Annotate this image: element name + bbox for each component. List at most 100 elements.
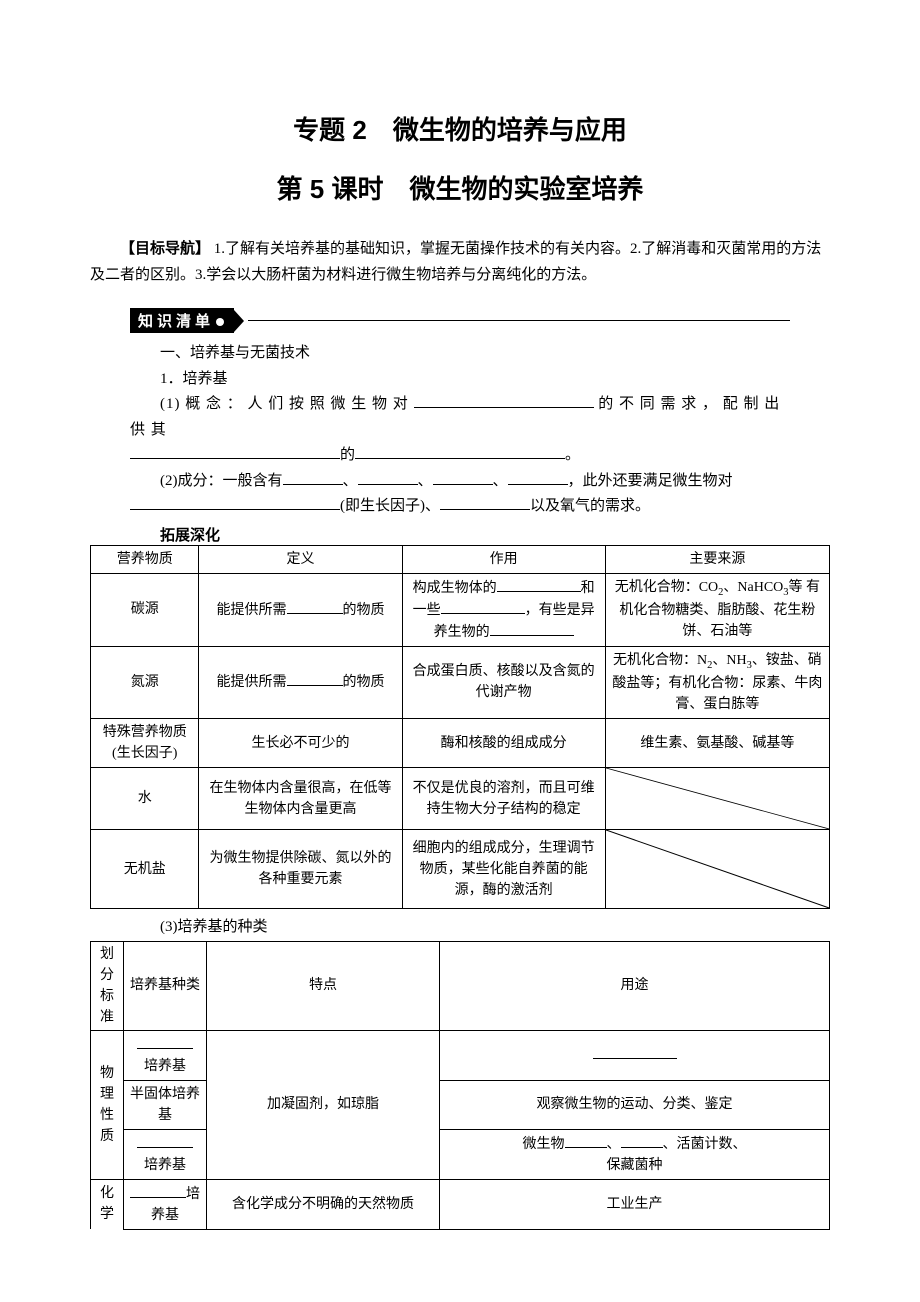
text: 、活菌计数、 (663, 1137, 747, 1152)
diagonal-line-icon (606, 768, 829, 829)
blank (414, 392, 594, 408)
section-tag-text: 知识清单 (138, 313, 214, 330)
th: 营养物质 (91, 545, 199, 573)
cell: 无机盐 (91, 830, 199, 909)
cell: 特殊营养物质(生长因子) (91, 719, 199, 768)
table-row: 特殊营养物质(生长因子) 生长必不可少的 酶和核酸的组成成分 维生素、氨基酸、碱… (91, 719, 830, 768)
blank (287, 599, 343, 614)
th: 培养基种类 (124, 941, 207, 1030)
concept-paragraph-2: 的。 (130, 443, 790, 469)
text: 、 (493, 473, 508, 489)
cell: 含化学成分不明确的天然物质 (207, 1179, 440, 1229)
subheading-3: (3)培养基的种类 (130, 915, 790, 941)
blank (490, 621, 574, 636)
group-cell: 物理性质 (91, 1030, 124, 1179)
blank (137, 1034, 193, 1049)
blank (565, 1133, 607, 1148)
th: 划分标准 (91, 941, 124, 1030)
diagonal-line-icon (606, 830, 829, 908)
diagonal-cell (605, 830, 829, 909)
topic-title: 专题 2 微生物的培养与应用 (90, 110, 830, 147)
table-header-row: 划分标准 培养基种类 特点 用途 (91, 941, 830, 1030)
concept-paragraph: (1) 概 念 ： 人 们 按 照 微 生 物 对 的 不 同 需 求 ， 配 … (130, 392, 790, 443)
blank (130, 1183, 186, 1198)
text: 微生物 (523, 1137, 565, 1152)
content-inner: 知识清单 一、培养基与无菌技术 1．培养基 (1) 概 念 ： 人 们 按 照 … (90, 308, 830, 545)
cell: 加凝固剂，如琼脂 (207, 1030, 440, 1179)
cell: 酶和核酸的组成成分 (402, 719, 605, 768)
cell: 氮源 (91, 646, 199, 719)
medium-types-table: 划分标准 培养基种类 特点 用途 物理性质 培养基 加凝固剂，如琼脂 半固体培养… (90, 941, 830, 1230)
text: (2)成分：一般含有 (160, 473, 283, 489)
cell: 能提供所需的物质 (199, 646, 402, 719)
heading-1: 一、培养基与无菌技术 (130, 341, 790, 367)
cell: 水 (91, 768, 199, 830)
cell: 无机化合物：N2、NH3、铵盐、硝酸盐等；有机化合物：尿素、牛肉膏、蛋白胨等 (605, 646, 829, 719)
cell: 不仅是优良的溶剂，而且可维持生物大分子结构的稳定 (402, 768, 605, 830)
cell: 培养基 (124, 1030, 207, 1080)
cell: 培养基 (124, 1129, 207, 1179)
table-row: 氮源 能提供所需的物质 合成蛋白质、核酸以及含氮的代谢产物 无机化合物：N2、N… (91, 646, 830, 719)
blank (137, 1133, 193, 1148)
th: 定义 (199, 545, 402, 573)
cell: 碳源 (91, 573, 199, 646)
composition-paragraph: (2)成分：一般含有、、、，此外还要满足微生物对 (130, 469, 790, 495)
blank (433, 469, 493, 485)
cell: 在生物体内含量很高，在低等生物体内含量更高 (199, 768, 402, 830)
text: 培养基 (144, 1158, 186, 1173)
cell: 构成生物体的和一些，有些是异养生物的 (402, 573, 605, 646)
goal-paragraph: 【目标导航】 1.了解有关培养基的基础知识，掌握无菌操作技术的有关内容。2.了解… (90, 236, 830, 288)
page: 专题 2 微生物的培养与应用 第 5 课时 微生物的实验室培养 【目标导航】 1… (0, 0, 920, 1302)
th: 特点 (207, 941, 440, 1030)
cell: 维生素、氨基酸、碱基等 (605, 719, 829, 768)
text: 培养基 (144, 1059, 186, 1074)
blank (130, 494, 340, 510)
cell: 生长必不可少的 (199, 719, 402, 768)
text: 、 (343, 473, 358, 489)
blank (358, 469, 418, 485)
blank (593, 1044, 677, 1059)
cell (440, 1030, 830, 1080)
table-row: 培养基 微生物、、活菌计数、保藏菌种 (91, 1129, 830, 1179)
blank (497, 577, 581, 592)
table-row: 无机盐 为微生物提供除碳、氮以外的各种重要元素 细胞内的组成成分，生理调节物质，… (91, 830, 830, 909)
text: (1) 概 念 ： 人 们 按 照 微 生 物 对 (160, 396, 414, 412)
text: 。 (565, 447, 580, 463)
blank (440, 494, 530, 510)
cell: 半固体培养基 (124, 1080, 207, 1129)
lesson-title: 第 5 课时 微生物的实验室培养 (90, 169, 830, 206)
table-row: 水 在生物体内含量很高，在低等生物体内含量更高 不仅是优良的溶剂，而且可维持生物… (91, 768, 830, 830)
cell: 合成蛋白质、核酸以及含氮的代谢产物 (402, 646, 605, 719)
cell: 无机化合物：CO2、NaHCO3等 有机化合物糖类、脂肪酸、花生粉饼、石油等 (605, 573, 829, 646)
blank (287, 671, 343, 686)
tag-line (248, 320, 790, 321)
table-row: 碳源 能提供所需 的物质 构成生物体的和一些，有些是异养生物的 无机化合物：CO2… (91, 573, 830, 646)
th: 作用 (402, 545, 605, 573)
table-header-row: 营养物质 定义 作用 主要来源 (91, 545, 830, 573)
text: 能提供所需 (217, 603, 287, 618)
text: (即生长因子)、 (340, 498, 440, 514)
text: 的 (340, 447, 355, 463)
composition-paragraph-2: (即生长因子)、以及氧气的需求。 (130, 494, 790, 520)
table-row: 半固体培养基 观察微生物的运动、分类、鉴定 (91, 1080, 830, 1129)
cell: 观察微生物的运动、分类、鉴定 (440, 1080, 830, 1129)
th: 用途 (440, 941, 830, 1030)
blank (283, 469, 343, 485)
cell: 细胞内的组成成分，生理调节物质，某些化能自养菌的能源，酶的激活剂 (402, 830, 605, 909)
subheading-1-1: 1．培养基 (130, 367, 790, 393)
text: 的物质 (343, 603, 385, 618)
section-tag-row: 知识清单 (130, 308, 790, 333)
diagonal-cell (605, 768, 829, 830)
cell: 为微生物提供除碳、氮以外的各种重要元素 (199, 830, 402, 909)
nutrients-table: 营养物质 定义 作用 主要来源 碳源 能提供所需 的物质 构成生物体的和一些，有些… (90, 545, 830, 910)
blank (355, 443, 565, 459)
cell: 培养基 (124, 1179, 207, 1229)
text: 、 (607, 1137, 621, 1152)
extension-heading: 拓展深化 (130, 524, 790, 545)
group-cell: 化学 (91, 1179, 124, 1229)
cell: 能提供所需 的物质 (199, 573, 402, 646)
table-row: 化学 培养基 含化学成分不明确的天然物质 工业生产 (91, 1179, 830, 1229)
section-tag: 知识清单 (130, 308, 234, 333)
goal-label: 【目标导航】 (120, 240, 210, 257)
text: 能提供所需 (217, 675, 287, 690)
